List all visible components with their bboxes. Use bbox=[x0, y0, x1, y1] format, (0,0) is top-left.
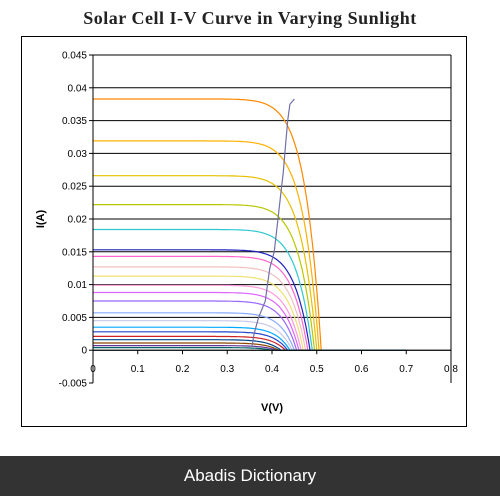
iv-curve-18 bbox=[93, 339, 407, 351]
iv-curve-3 bbox=[93, 175, 407, 351]
y-tick-label: 0.045 bbox=[62, 51, 87, 62]
y-axis-label: I(A) bbox=[35, 210, 47, 229]
plot-area: 0.045 0.04 0.035 0.03 0.025 0.02 0.015 0.01 0.00… bbox=[35, 51, 459, 415]
x-tick-label: 0 bbox=[90, 364, 96, 375]
x-tick-label: 0.1 bbox=[131, 364, 145, 375]
max-power-curve bbox=[251, 98, 295, 347]
x-tick-label: 0.4 bbox=[265, 364, 279, 375]
footer-bar: Abadis Dictionary bbox=[0, 456, 500, 496]
iv-curve-7 bbox=[93, 255, 407, 351]
iv-curve-10 bbox=[93, 284, 407, 351]
y-tick-label: -0.005 bbox=[59, 379, 88, 390]
iv-curve-17 bbox=[93, 335, 407, 351]
iv-curve-2 bbox=[93, 140, 407, 351]
y-tick-label: 0.03 bbox=[68, 149, 88, 160]
x-tick-label: 0.3 bbox=[220, 364, 234, 375]
series-lines bbox=[93, 98, 407, 351]
y-tick-label: 0.02 bbox=[68, 215, 88, 226]
iv-curve-9 bbox=[93, 275, 407, 351]
chart-frame: 0.045 0.04 0.035 0.03 0.025 0.02 0.015 0.01 0.00… bbox=[21, 36, 467, 427]
iv-curve-8 bbox=[93, 266, 407, 351]
footer-text: Abadis Dictionary bbox=[183, 466, 317, 485]
iv-curve-4 bbox=[93, 204, 407, 351]
iv-curve-12 bbox=[93, 300, 407, 351]
iv-curve-6 bbox=[93, 249, 407, 351]
iv-curve-19 bbox=[93, 342, 407, 351]
chart-title: Solar Cell I-V Curve in Varying Sunlight bbox=[83, 8, 417, 28]
iv-curve-16 bbox=[93, 331, 407, 351]
x-tick-label: 0.6 bbox=[355, 364, 369, 375]
y-tick-label: 0.01 bbox=[68, 280, 88, 291]
x-tick-label: 0.8 bbox=[444, 364, 458, 375]
iv-curve-5 bbox=[93, 228, 407, 351]
iv-curve-1 bbox=[93, 98, 407, 351]
y-tick-label: 0.025 bbox=[62, 182, 87, 193]
iv-curve-15 bbox=[93, 326, 407, 351]
y-tick-label: 0.005 bbox=[62, 313, 87, 324]
iv-curve-20 bbox=[93, 345, 407, 351]
x-tick-label: 0.5 bbox=[310, 364, 324, 375]
x-tick-label: 0.7 bbox=[399, 364, 413, 375]
y-tick-label: 0.035 bbox=[62, 116, 87, 127]
iv-curve-13 bbox=[93, 312, 407, 351]
iv-curve-21 bbox=[93, 347, 407, 351]
iv-curve-14 bbox=[93, 320, 407, 351]
x-axis-label: V(V) bbox=[261, 402, 283, 414]
x-tick-label: 0.2 bbox=[176, 364, 190, 375]
axes: 0.045 0.04 0.035 0.03 0.025 0.02 0.015 0.01 0.00… bbox=[59, 51, 459, 390]
y-tick-label: 0.015 bbox=[62, 247, 87, 258]
iv-curve-11 bbox=[93, 291, 407, 351]
y-tick-label: 0.04 bbox=[68, 83, 88, 94]
y-tick-label: 0 bbox=[81, 346, 87, 357]
